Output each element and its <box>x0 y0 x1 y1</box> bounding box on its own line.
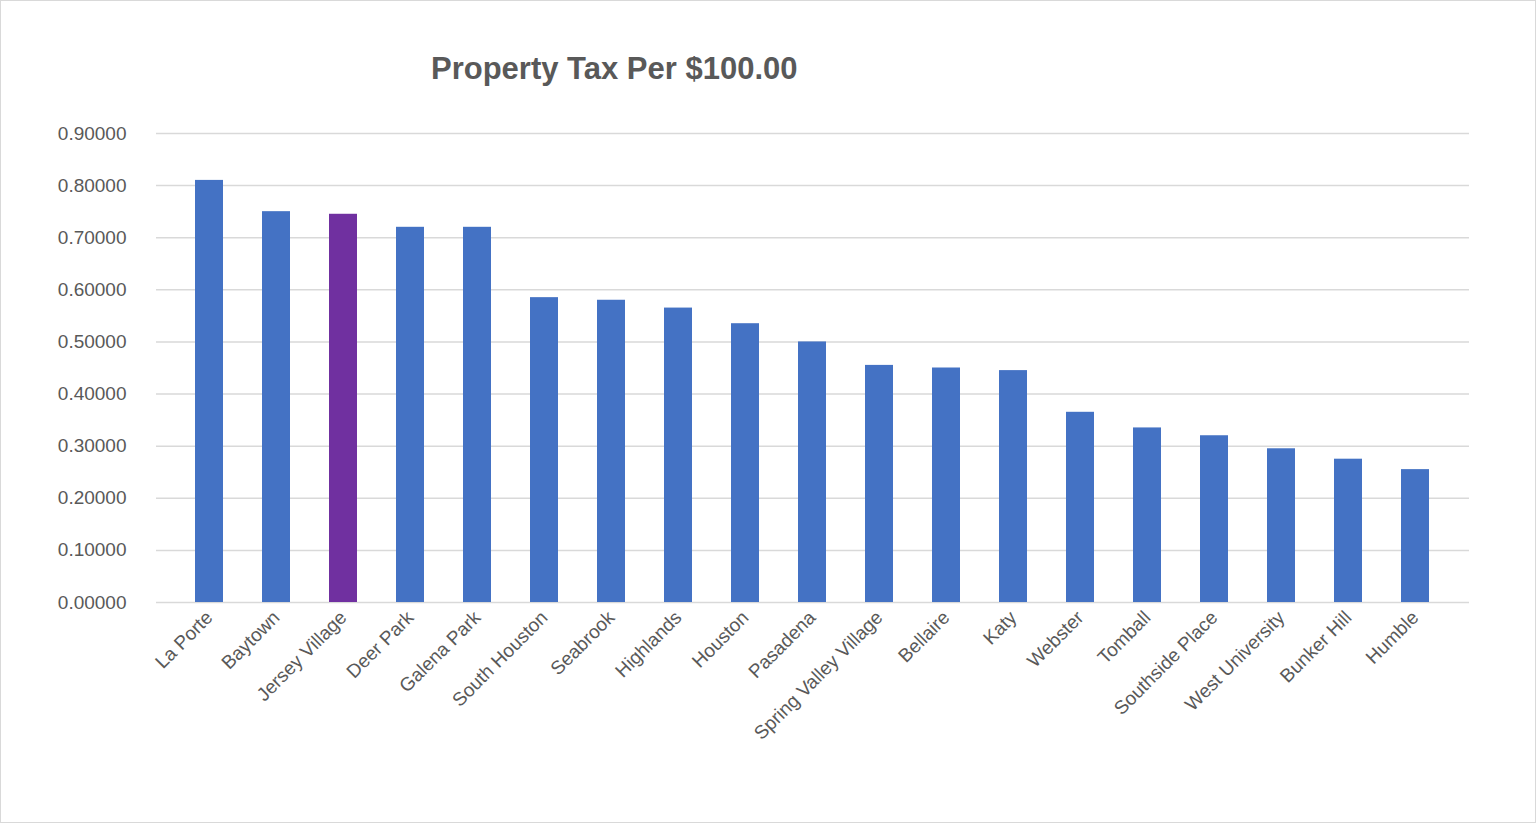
svg-text:Bunker Hill: Bunker Hill <box>1276 607 1356 687</box>
svg-text:Seabrook: Seabrook <box>546 606 619 679</box>
svg-text:Highlands: Highlands <box>611 607 686 682</box>
svg-text:0.00000: 0.00000 <box>58 592 127 613</box>
svg-text:Houston: Houston <box>688 607 753 672</box>
svg-text:Webster: Webster <box>1023 606 1088 671</box>
svg-text:Southside Place: Southside Place <box>1109 606 1222 719</box>
svg-text:Katy: Katy <box>979 606 1021 648</box>
svg-text:Baytown: Baytown <box>217 607 283 673</box>
svg-text:Galena Park: Galena Park <box>395 606 485 697</box>
svg-text:Tomball: Tomball <box>1093 607 1154 668</box>
svg-text:0.30000: 0.30000 <box>58 435 127 456</box>
html-text:Property Tax Per $100.00: Property Tax Per $100.00 <box>431 51 798 86</box>
svg-text:West University: West University <box>1181 606 1289 714</box>
svg-text:Jersey Village: Jersey Village <box>252 607 350 705</box>
svg-text:Pasadena: Pasadena <box>744 606 820 683</box>
svg-text:0.50000: 0.50000 <box>58 331 127 352</box>
svg-text:Humble: Humble <box>1361 607 1422 668</box>
svg-text:0.80000: 0.80000 <box>58 175 127 196</box>
svg-text:0.20000: 0.20000 <box>58 487 127 508</box>
svg-text:0.70000: 0.70000 <box>58 227 127 248</box>
svg-text:0.60000: 0.60000 <box>58 279 127 300</box>
svg-text:South Houston: South Houston <box>448 607 552 711</box>
svg-text:Bellaire: Bellaire <box>894 607 954 667</box>
svg-text:Deer Park: Deer Park <box>342 606 418 683</box>
svg-text:Spring Valley Village: Spring Valley Village <box>750 607 887 744</box>
svg-text:La Porte: La Porte <box>151 607 217 673</box>
svg-text:0.90000: 0.90000 <box>58 123 127 144</box>
svg-text:0.40000: 0.40000 <box>58 383 127 404</box>
svg-text:0.10000: 0.10000 <box>58 539 127 560</box>
